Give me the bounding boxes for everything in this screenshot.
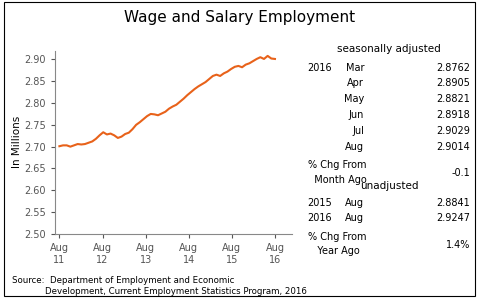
Text: Year Ago: Year Ago [308,246,359,257]
Text: seasonally adjusted: seasonally adjusted [337,44,441,55]
Text: % Chg From: % Chg From [308,232,366,242]
Text: Source:  Department of Employment and Economic: Source: Department of Employment and Eco… [12,276,234,285]
Text: 2016: 2016 [308,213,332,224]
Text: Jul: Jul [352,126,364,136]
Y-axis label: In Millions: In Millions [11,116,22,168]
Text: 2.9029: 2.9029 [436,126,470,136]
Text: 2.8918: 2.8918 [437,110,470,120]
Text: Mar: Mar [345,63,364,73]
Text: Aug: Aug [345,198,364,208]
Text: 2016: 2016 [308,63,332,73]
Text: Aug: Aug [345,142,364,152]
Text: 2.9014: 2.9014 [437,142,470,152]
Text: -0.1: -0.1 [452,168,470,178]
Text: May: May [344,94,364,104]
Text: Apr: Apr [347,78,364,89]
Text: % Chg From: % Chg From [308,160,366,170]
Text: 1.4%: 1.4% [446,240,470,250]
Text: 2015: 2015 [308,198,332,208]
Text: 2.8841: 2.8841 [437,198,470,208]
Text: 2.8762: 2.8762 [436,63,470,73]
Text: 2.8821: 2.8821 [436,94,470,104]
Text: Aug: Aug [345,213,364,224]
Text: Development, Current Employment Statistics Program, 2016: Development, Current Employment Statisti… [12,287,307,296]
Text: unadjusted: unadjusted [360,181,418,191]
Text: Month Ago: Month Ago [308,175,366,185]
Text: 2.9247: 2.9247 [436,213,470,224]
Text: 2.8905: 2.8905 [436,78,470,89]
Text: Wage and Salary Employment: Wage and Salary Employment [124,10,355,25]
Text: Jun: Jun [349,110,364,120]
